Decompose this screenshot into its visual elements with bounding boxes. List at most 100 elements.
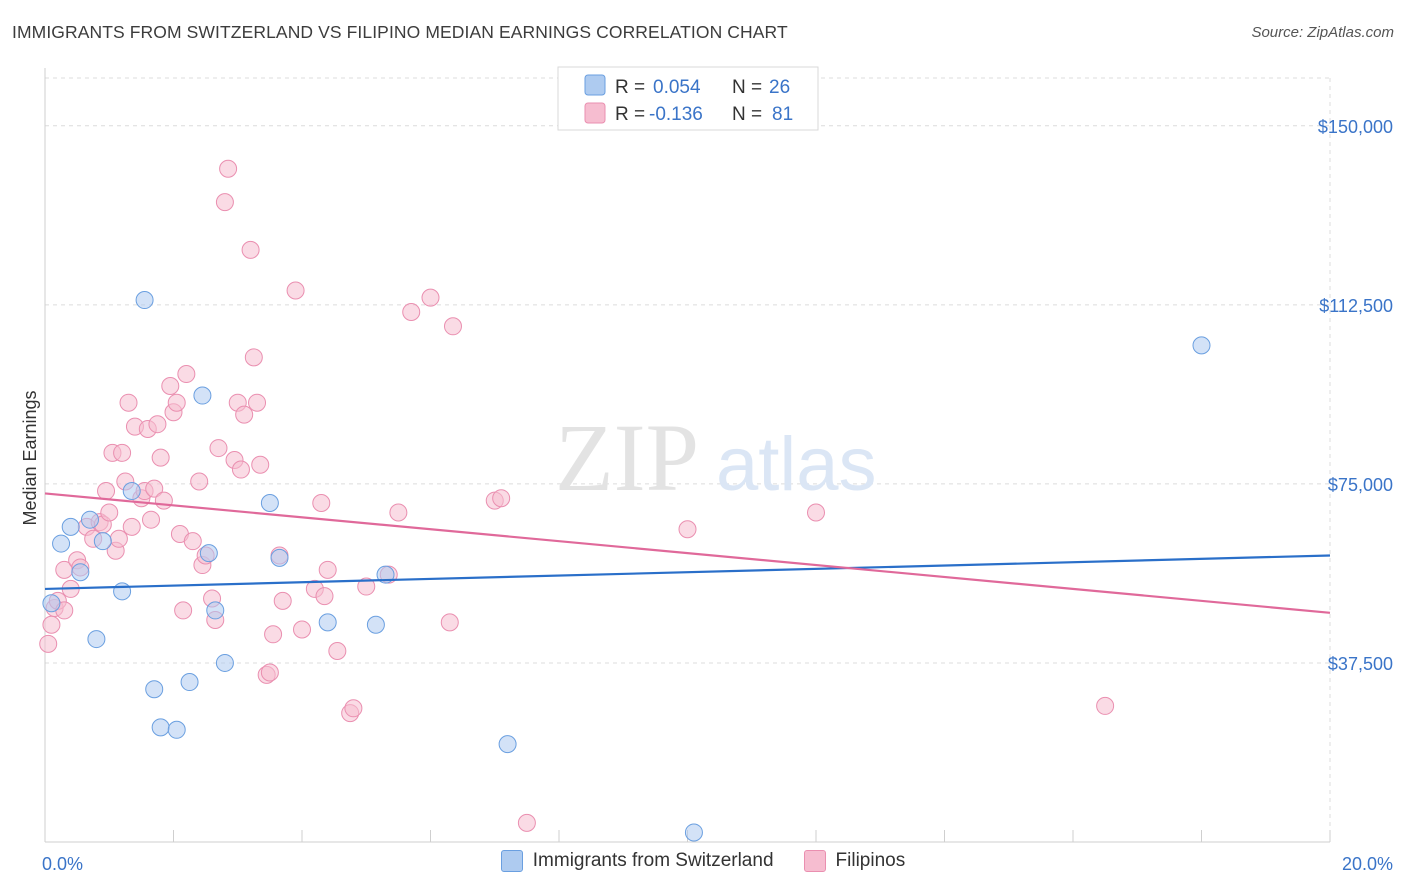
point-filipinos-35	[177, 365, 196, 384]
point-filipinos-64	[328, 642, 347, 660]
point-filipinos-49	[241, 240, 260, 259]
point-switzerland-9	[135, 291, 154, 310]
series-legend: Immigrants from Switzerland Filipinos	[0, 850, 1406, 872]
point-filipinos-42	[209, 439, 228, 458]
legend-n-label-2: N =	[732, 104, 767, 125]
point-switzerland-2	[61, 517, 80, 536]
x-tick-label-min: 0.0%	[42, 854, 83, 874]
point-filipinos-43	[215, 193, 234, 212]
y-tick-labels: $37,500 $75,000 $112,500 $150,000	[1318, 117, 1393, 674]
trend-line-switzerland	[44, 554, 1331, 591]
source-label: Source: ZipAtlas.com	[1251, 24, 1394, 41]
legend-swatch-blue	[500, 850, 523, 872]
point-filipinos-70	[402, 302, 421, 321]
point-switzerland-10	[145, 680, 164, 699]
point-filipinos-37	[190, 472, 209, 491]
point-filipinos-25	[142, 510, 161, 529]
point-filipinos-16	[109, 529, 128, 548]
point-filipinos-73	[443, 317, 462, 336]
legend-label-switzerland: Immigrants from Switzerland	[532, 850, 774, 871]
point-filipinos-55	[264, 625, 283, 644]
y-axis-label: Median Earnings	[20, 390, 40, 525]
legend-label-filipinos: Filipinos	[835, 850, 906, 871]
y-tick-label-3: $150,000	[1318, 117, 1393, 137]
watermark: ZIP atlas	[555, 404, 877, 511]
point-filipinos-59	[293, 620, 311, 639]
point-switzerland-11	[151, 718, 170, 737]
point-filipinos-13	[100, 503, 119, 522]
legend-n-label-1: N =	[732, 77, 767, 98]
y-tick-label-1: $75,000	[1328, 475, 1393, 495]
legend-item-switzerland[interactable]: Immigrants from Switzerland	[500, 850, 774, 872]
trend-line-filipinos	[44, 492, 1331, 614]
point-switzerland-15	[199, 544, 218, 563]
point-switzerland-13	[180, 673, 199, 692]
point-filipinos-26	[145, 479, 164, 498]
point-filipinos-47	[231, 460, 250, 479]
y-tick-label-0: $37,500	[1328, 654, 1393, 674]
point-switzerland-3	[71, 563, 90, 582]
point-switzerland-5	[87, 630, 106, 649]
point-filipinos-66	[344, 699, 363, 718]
point-switzerland-7	[113, 582, 132, 601]
chart-title: IMMIGRANTS FROM SWITZERLAND VS FILIPINO …	[12, 22, 788, 42]
point-switzerland-25	[1192, 336, 1211, 355]
point-filipinos-63	[318, 560, 337, 579]
legend-item-filipinos[interactable]: Filipinos	[803, 850, 906, 872]
point-filipinos-34	[174, 601, 193, 620]
point-filipinos-17	[113, 443, 132, 462]
y-tick-label-2: $112,500	[1319, 296, 1393, 316]
point-filipinos-12	[97, 482, 116, 501]
point-filipinos-77	[678, 520, 697, 539]
point-filipinos-75	[492, 489, 511, 508]
point-switzerland-6	[93, 532, 112, 551]
legend-n-value-1: 26	[769, 77, 790, 98]
point-filipinos-19	[119, 393, 138, 412]
point-filipinos-36	[183, 532, 202, 551]
point-filipinos-0	[39, 634, 58, 653]
point-filipinos-30	[161, 376, 180, 395]
point-switzerland-21	[366, 615, 385, 634]
point-filipinos-58	[286, 281, 305, 300]
point-switzerland-14	[193, 386, 212, 405]
point-filipinos-79	[1096, 696, 1115, 715]
point-switzerland-1	[52, 534, 71, 553]
legend-r-label-1: R =	[615, 77, 650, 98]
point-filipinos-62	[315, 587, 334, 606]
watermark-zip: ZIP	[555, 404, 699, 511]
point-filipinos-20	[122, 517, 141, 536]
point-filipinos-51	[248, 393, 267, 412]
point-switzerland-24	[684, 823, 703, 842]
legend-swatch-pink	[803, 850, 826, 872]
point-filipinos-57	[273, 591, 292, 610]
point-switzerland-20	[318, 613, 337, 632]
legend-swatch-switzerland	[584, 74, 606, 96]
point-filipinos-52	[251, 455, 270, 474]
svg-text:R = -0.136 N =: R = -0.136 N = 81	[615, 104, 793, 125]
legend-swatch-filipinos	[584, 102, 606, 124]
point-filipinos-78	[807, 503, 825, 522]
point-switzerland-22	[376, 565, 395, 584]
point-filipinos-69	[389, 503, 408, 522]
point-filipinos-27	[148, 415, 167, 434]
point-filipinos-54	[260, 663, 279, 682]
legend-r-value-1: 0.054	[653, 77, 701, 98]
point-filipinos-48	[235, 405, 254, 424]
legend-n-value-2: 81	[772, 104, 793, 125]
point-filipinos-32	[167, 393, 186, 412]
point-filipinos-1	[42, 615, 61, 634]
x-tick-labels: 0.0% 20.0%	[42, 854, 1393, 874]
svg-text:R = 0.054 N =: R = 0.054 N = 26	[615, 77, 790, 98]
point-switzerland-18	[260, 493, 279, 512]
point-filipinos-61	[312, 493, 331, 512]
point-filipinos-72	[440, 613, 459, 632]
point-filipinos-71	[421, 288, 440, 307]
point-switzerland-12	[167, 720, 186, 739]
correlation-legend: R = 0.054 N = 26 R = -0.136 N = 81	[557, 66, 819, 131]
point-switzerland-19	[270, 548, 289, 567]
point-filipinos-28	[151, 448, 170, 467]
point-switzerland-17	[215, 653, 234, 672]
point-switzerland-0	[42, 594, 61, 613]
series-switzerland	[42, 291, 1211, 842]
